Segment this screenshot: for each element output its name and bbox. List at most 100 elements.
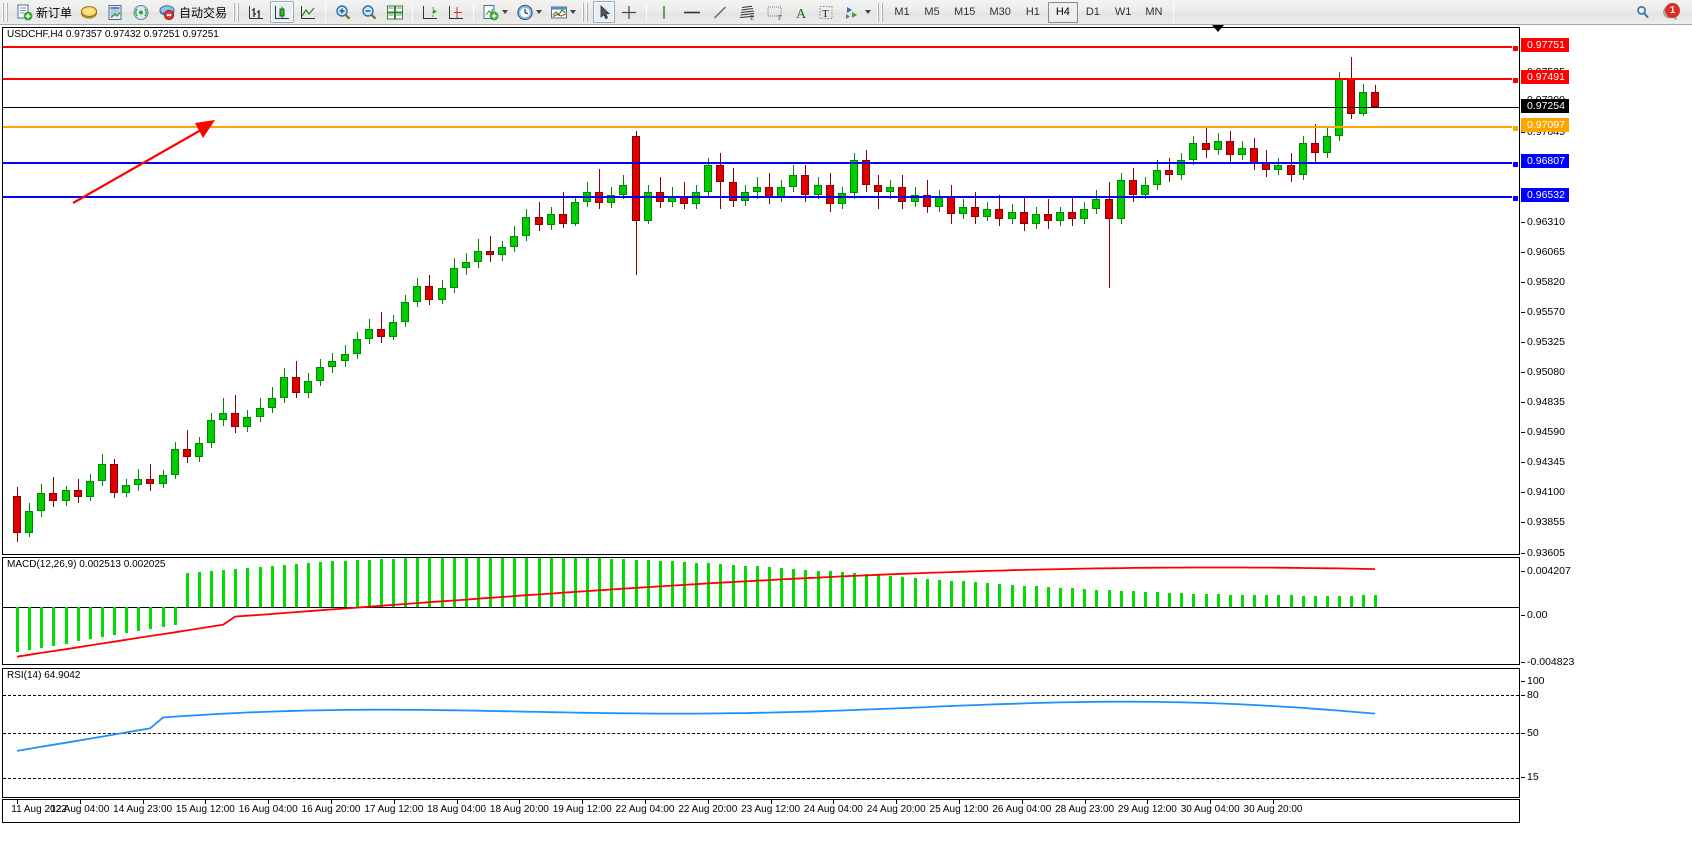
tile-windows-icon[interactable] xyxy=(383,1,407,23)
level-line-current-price[interactable] xyxy=(3,107,1519,109)
candle-body xyxy=(729,182,737,201)
candle-body xyxy=(1044,214,1052,222)
macd-histogram-bar xyxy=(1120,590,1123,608)
vline-icon[interactable] xyxy=(652,1,676,23)
trendline-icon[interactable] xyxy=(708,1,732,23)
time-tick xyxy=(393,800,395,804)
level-line-resistance-2[interactable] xyxy=(3,45,1519,53)
cursor-icon[interactable] xyxy=(593,1,616,23)
timeframe-h1[interactable]: H1 xyxy=(1025,6,1040,18)
macd-histogram-bar xyxy=(477,558,480,608)
text-icon[interactable]: A xyxy=(790,1,812,23)
zoom-out-icon[interactable] xyxy=(357,1,381,23)
hline-icon[interactable] xyxy=(678,1,706,23)
price-tag-blue[interactable]: 0.96807 xyxy=(1521,153,1569,168)
candle-body xyxy=(1189,143,1197,161)
rsi-tick: 80 xyxy=(1521,689,1539,701)
chevron-down-icon-2[interactable] xyxy=(536,10,543,14)
bar-chart-icon[interactable] xyxy=(244,1,268,23)
macd-histogram-bar xyxy=(707,563,710,608)
timeframe-m5[interactable]: M5 xyxy=(924,6,940,18)
toolbar-separator-5 xyxy=(1173,2,1175,22)
auto-scroll-icon[interactable] xyxy=(444,1,468,23)
level-line-support-2[interactable] xyxy=(3,194,1519,202)
macd-histogram-bar xyxy=(1265,595,1268,608)
fibo-icon[interactable]: E xyxy=(734,1,760,23)
level-line-pivot[interactable] xyxy=(3,125,1519,133)
chevron-down-icon-3[interactable] xyxy=(570,10,577,14)
autotrading-button[interactable]: 自动交易 xyxy=(155,1,230,23)
macd-histogram-bar xyxy=(550,558,553,608)
macd-histogram-bar xyxy=(234,568,237,608)
timeframe-w1[interactable]: W1 xyxy=(1114,6,1132,18)
candle-body xyxy=(838,193,846,205)
indicators-icon[interactable] xyxy=(547,1,579,23)
level-line-resistance-1[interactable] xyxy=(3,77,1519,85)
rsi-pane[interactable]: RSI(14) 64.9042 xyxy=(2,668,1520,798)
candle-body xyxy=(62,489,70,501)
time-tick xyxy=(645,800,646,804)
candle-body xyxy=(25,510,33,533)
level-handle[interactable] xyxy=(1512,194,1519,202)
macd-histogram-bar xyxy=(622,559,625,608)
level-handle[interactable] xyxy=(1512,125,1519,133)
time-label: 11 Aug 2022 xyxy=(11,804,67,815)
candlestick-chart-icon[interactable] xyxy=(270,1,295,23)
price-pane[interactable]: USDCHF,H4 0.97357 0.97432 0.97251 0.9725… xyxy=(2,27,1520,555)
chevron-down-icon-4[interactable] xyxy=(865,10,872,14)
chevron-down-icon[interactable] xyxy=(502,10,509,14)
timeframe-m1[interactable]: M1 xyxy=(894,6,910,18)
terminal-icon[interactable] xyxy=(103,1,127,23)
time-label: 18 Aug 04:00 xyxy=(427,804,487,815)
candle-body xyxy=(886,187,894,193)
time-tick xyxy=(519,800,521,804)
macd-histogram-bar xyxy=(1205,594,1208,608)
notification-icon[interactable]: 1 xyxy=(1657,1,1685,23)
chart-shift-icon[interactable] xyxy=(418,1,442,23)
time-label: 22 Aug 04:00 xyxy=(615,804,675,815)
price-tick: 0.95570 xyxy=(1521,306,1565,318)
timeframe-m15[interactable]: M15 xyxy=(954,6,976,18)
crosshair-marker xyxy=(1212,25,1224,32)
bullish-trend-arrow[interactable] xyxy=(3,28,1520,555)
toolbar-grip-3[interactable] xyxy=(582,2,590,22)
zoom-in-icon[interactable] xyxy=(331,1,355,23)
new-chart-icon[interactable] xyxy=(479,1,511,23)
timeframe-h4[interactable]: H4 xyxy=(1047,1,1078,23)
price-tag-red[interactable]: 0.97751 xyxy=(1521,38,1569,53)
crosshair-icon[interactable] xyxy=(617,1,641,23)
signals-icon[interactable] xyxy=(129,1,153,23)
price-tick: 0.96310 xyxy=(1521,216,1565,228)
level-handle[interactable] xyxy=(1512,77,1519,85)
timeframe-d1[interactable]: D1 xyxy=(1085,6,1100,18)
candle-body xyxy=(850,160,858,194)
time-axis[interactable]: 11 Aug 2022 12 Aug 04:00 14 Aug 23:00 15 Au… xyxy=(2,799,1520,823)
channel-icon[interactable]: F xyxy=(762,1,788,23)
label-icon[interactable]: T xyxy=(814,1,838,23)
toolbar-grip[interactable] xyxy=(2,2,9,22)
price-axis[interactable]: 0.975350.973000.970450.963100.960650.958… xyxy=(1521,27,1689,798)
toolbar-grip-2[interactable] xyxy=(233,2,241,22)
price-tag-blue[interactable]: 0.96532 xyxy=(1521,187,1569,202)
candle-body xyxy=(1287,165,1295,175)
period-clock-icon[interactable] xyxy=(513,1,545,23)
shapes-icon[interactable] xyxy=(840,1,874,23)
price-tag-black[interactable]: 0.97254 xyxy=(1521,99,1569,114)
price-tag-red[interactable]: 0.97491 xyxy=(1521,70,1569,85)
gold-coin-icon[interactable] xyxy=(77,1,101,23)
price-tick: 0.95325 xyxy=(1521,336,1565,348)
line-chart-icon[interactable] xyxy=(296,1,320,23)
search-icon[interactable] xyxy=(1631,1,1655,23)
level-handle[interactable] xyxy=(1512,45,1519,53)
timeframe-mn[interactable]: MN xyxy=(1145,6,1163,18)
macd-pane[interactable]: MACD(12,26,9) 0.002513 0.002025 xyxy=(2,557,1520,665)
level-handle[interactable] xyxy=(1512,160,1519,168)
candle-body xyxy=(607,194,615,204)
timeframe-m30[interactable]: M30 xyxy=(989,6,1011,18)
candle-body xyxy=(765,187,773,197)
candle-body xyxy=(98,463,106,482)
candle-body xyxy=(789,174,797,188)
toolbar-grip-4[interactable] xyxy=(877,2,885,22)
price-tag-orange[interactable]: 0.97097 xyxy=(1521,118,1569,133)
new-order-button[interactable]: 新订单 xyxy=(13,1,75,23)
